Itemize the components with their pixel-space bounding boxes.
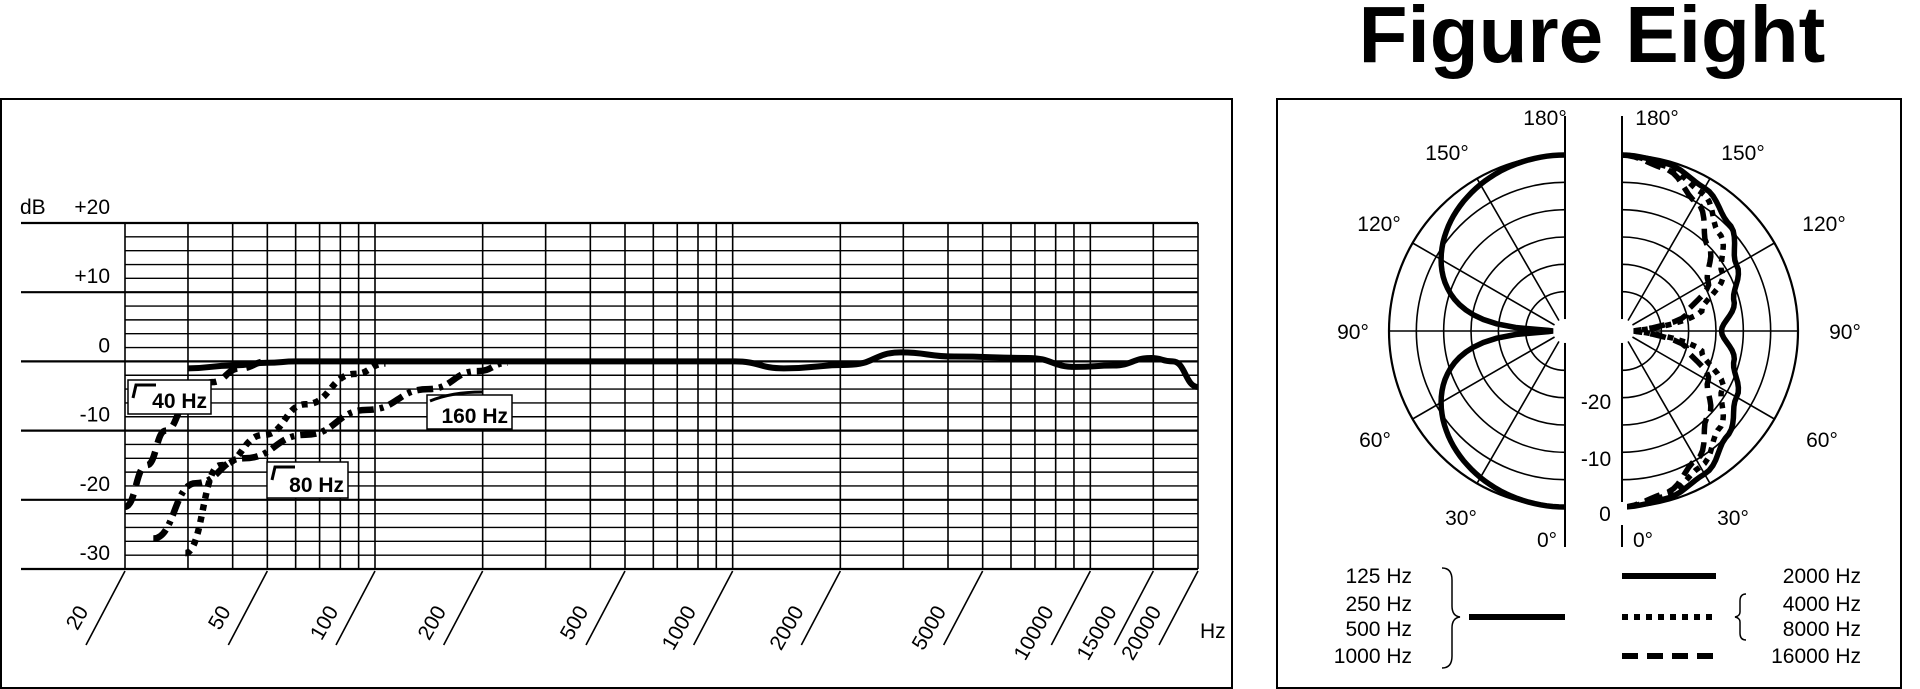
- x-unit-label: Hz: [1200, 620, 1226, 643]
- x-tick-slant: [942, 570, 984, 646]
- polar-radial-line: [1476, 178, 1560, 322]
- callout-label: 160 Hz: [441, 405, 508, 428]
- x-tick-label: 1000: [658, 602, 701, 654]
- polar-radial-line: [1627, 340, 1711, 484]
- x-tick-label: 20000: [1117, 602, 1166, 664]
- y-tick-label: -30: [80, 542, 110, 565]
- legend-label: 125 Hz: [1345, 565, 1412, 588]
- legend-label: 500 Hz: [1345, 618, 1412, 641]
- legend-label: 1000 Hz: [1334, 645, 1412, 668]
- x-tick-slant: [1113, 570, 1155, 646]
- r-label: 0: [1599, 503, 1611, 526]
- x-tick-label: 500: [556, 602, 593, 644]
- callout-marker: [270, 465, 295, 481]
- r-label: -10: [1581, 448, 1611, 471]
- y-tick-label: -20: [80, 473, 110, 496]
- polar-radial-line: [1412, 336, 1556, 420]
- polar-pattern-chart: 180° 180° 150° 150° 120° 120° 90° 90° 60° 60° 30° 3…: [1334, 107, 1861, 669]
- polar-radial-line: [1412, 242, 1556, 326]
- angle-label-left: 30°: [1445, 507, 1477, 530]
- frequency-response-frame: [0, 98, 1233, 689]
- angle-label-right: 30°: [1717, 507, 1749, 530]
- legend-label: 2000 Hz: [1783, 565, 1861, 588]
- figure-title: Figure Eight: [1359, 0, 1826, 79]
- y-tick-label: 0: [98, 334, 110, 357]
- legend-brace: [1441, 567, 1461, 669]
- x-tick-slant: [1158, 570, 1199, 646]
- angle-label-right: 120°: [1802, 213, 1845, 236]
- legend-label: 16000 Hz: [1771, 645, 1861, 668]
- x-tick-slant: [85, 570, 126, 646]
- polar-series-2000hz: [1621, 152, 1742, 510]
- x-tick-label: 15000: [1073, 602, 1122, 664]
- angle-label-left: 60°: [1359, 429, 1391, 452]
- y-tick-label: +10: [74, 265, 110, 288]
- polar-radial-line: [1631, 336, 1775, 420]
- legend-label: 4000 Hz: [1783, 593, 1861, 616]
- x-tick-label: 200: [414, 602, 451, 644]
- x-tick-label: 100: [306, 602, 343, 644]
- angle-label-right: 90°: [1829, 321, 1861, 344]
- r-label-bg: [1574, 390, 1618, 413]
- polar-radial-line: [1476, 340, 1560, 484]
- series-line-response: [187, 349, 1199, 391]
- angle-label-left: 90°: [1337, 321, 1369, 344]
- x-tick-label: 5000: [908, 602, 951, 654]
- angle-label-right: 60°: [1806, 429, 1838, 452]
- callout-marker: [429, 390, 483, 403]
- y-axis-label: dB: [20, 196, 46, 219]
- polar-radial-line: [1627, 178, 1711, 322]
- polar-center-hole: [1610, 319, 1634, 343]
- polar-series-16000hz: [1621, 152, 1714, 510]
- x-tick-slant: [335, 570, 376, 646]
- callout-box: [426, 394, 513, 430]
- x-tick-label: 20: [62, 602, 94, 634]
- angle-label-right: 180°: [1635, 107, 1678, 130]
- x-tick-label: 2000: [765, 602, 808, 654]
- polar-series-125hz: [1438, 152, 1566, 510]
- angle-label-left: 180°: [1523, 107, 1566, 130]
- callout-label: 40 Hz: [152, 390, 207, 413]
- polar-radial-line: [1631, 242, 1775, 326]
- polar-pattern-frame: [1276, 98, 1902, 689]
- polar-center-hole: [1553, 319, 1577, 343]
- angle-label-left: 150°: [1425, 142, 1468, 165]
- x-tick-slant: [585, 570, 626, 646]
- angle-label-left: 0°: [1537, 529, 1557, 552]
- angle-label-left: 120°: [1357, 213, 1400, 236]
- angle-label-right: 150°: [1721, 142, 1764, 165]
- x-tick-slant: [442, 570, 484, 646]
- x-tick-label: 50: [204, 602, 236, 634]
- r-label-bg: [1574, 447, 1618, 470]
- x-tick-slant: [1050, 570, 1092, 646]
- series-line-160hz: [152, 359, 508, 542]
- legend-label: 8000 Hz: [1783, 618, 1861, 641]
- y-tick-label: +20: [74, 196, 110, 219]
- r-label-bg: [1583, 502, 1627, 525]
- r-label: -20: [1581, 391, 1611, 414]
- y-tick-label: -10: [80, 404, 110, 427]
- frequency-response-chart: +20 +10 0 -10 -20 -30 dB 20 50 100 200 500 1000 2000 5…: [20, 196, 1226, 664]
- x-tick-slant: [692, 570, 734, 646]
- x-tick-slant: [227, 570, 269, 646]
- x-tick-label: 10000: [1010, 602, 1059, 664]
- callout-marker: [131, 383, 156, 399]
- legend-label: 250 Hz: [1345, 593, 1412, 616]
- callout-label: 80 Hz: [289, 474, 344, 497]
- x-tick-slant: [800, 570, 842, 646]
- legend-brace-small: [1734, 593, 1747, 641]
- series-line-80hz: [184, 360, 386, 557]
- angle-label-right: 0°: [1633, 529, 1653, 552]
